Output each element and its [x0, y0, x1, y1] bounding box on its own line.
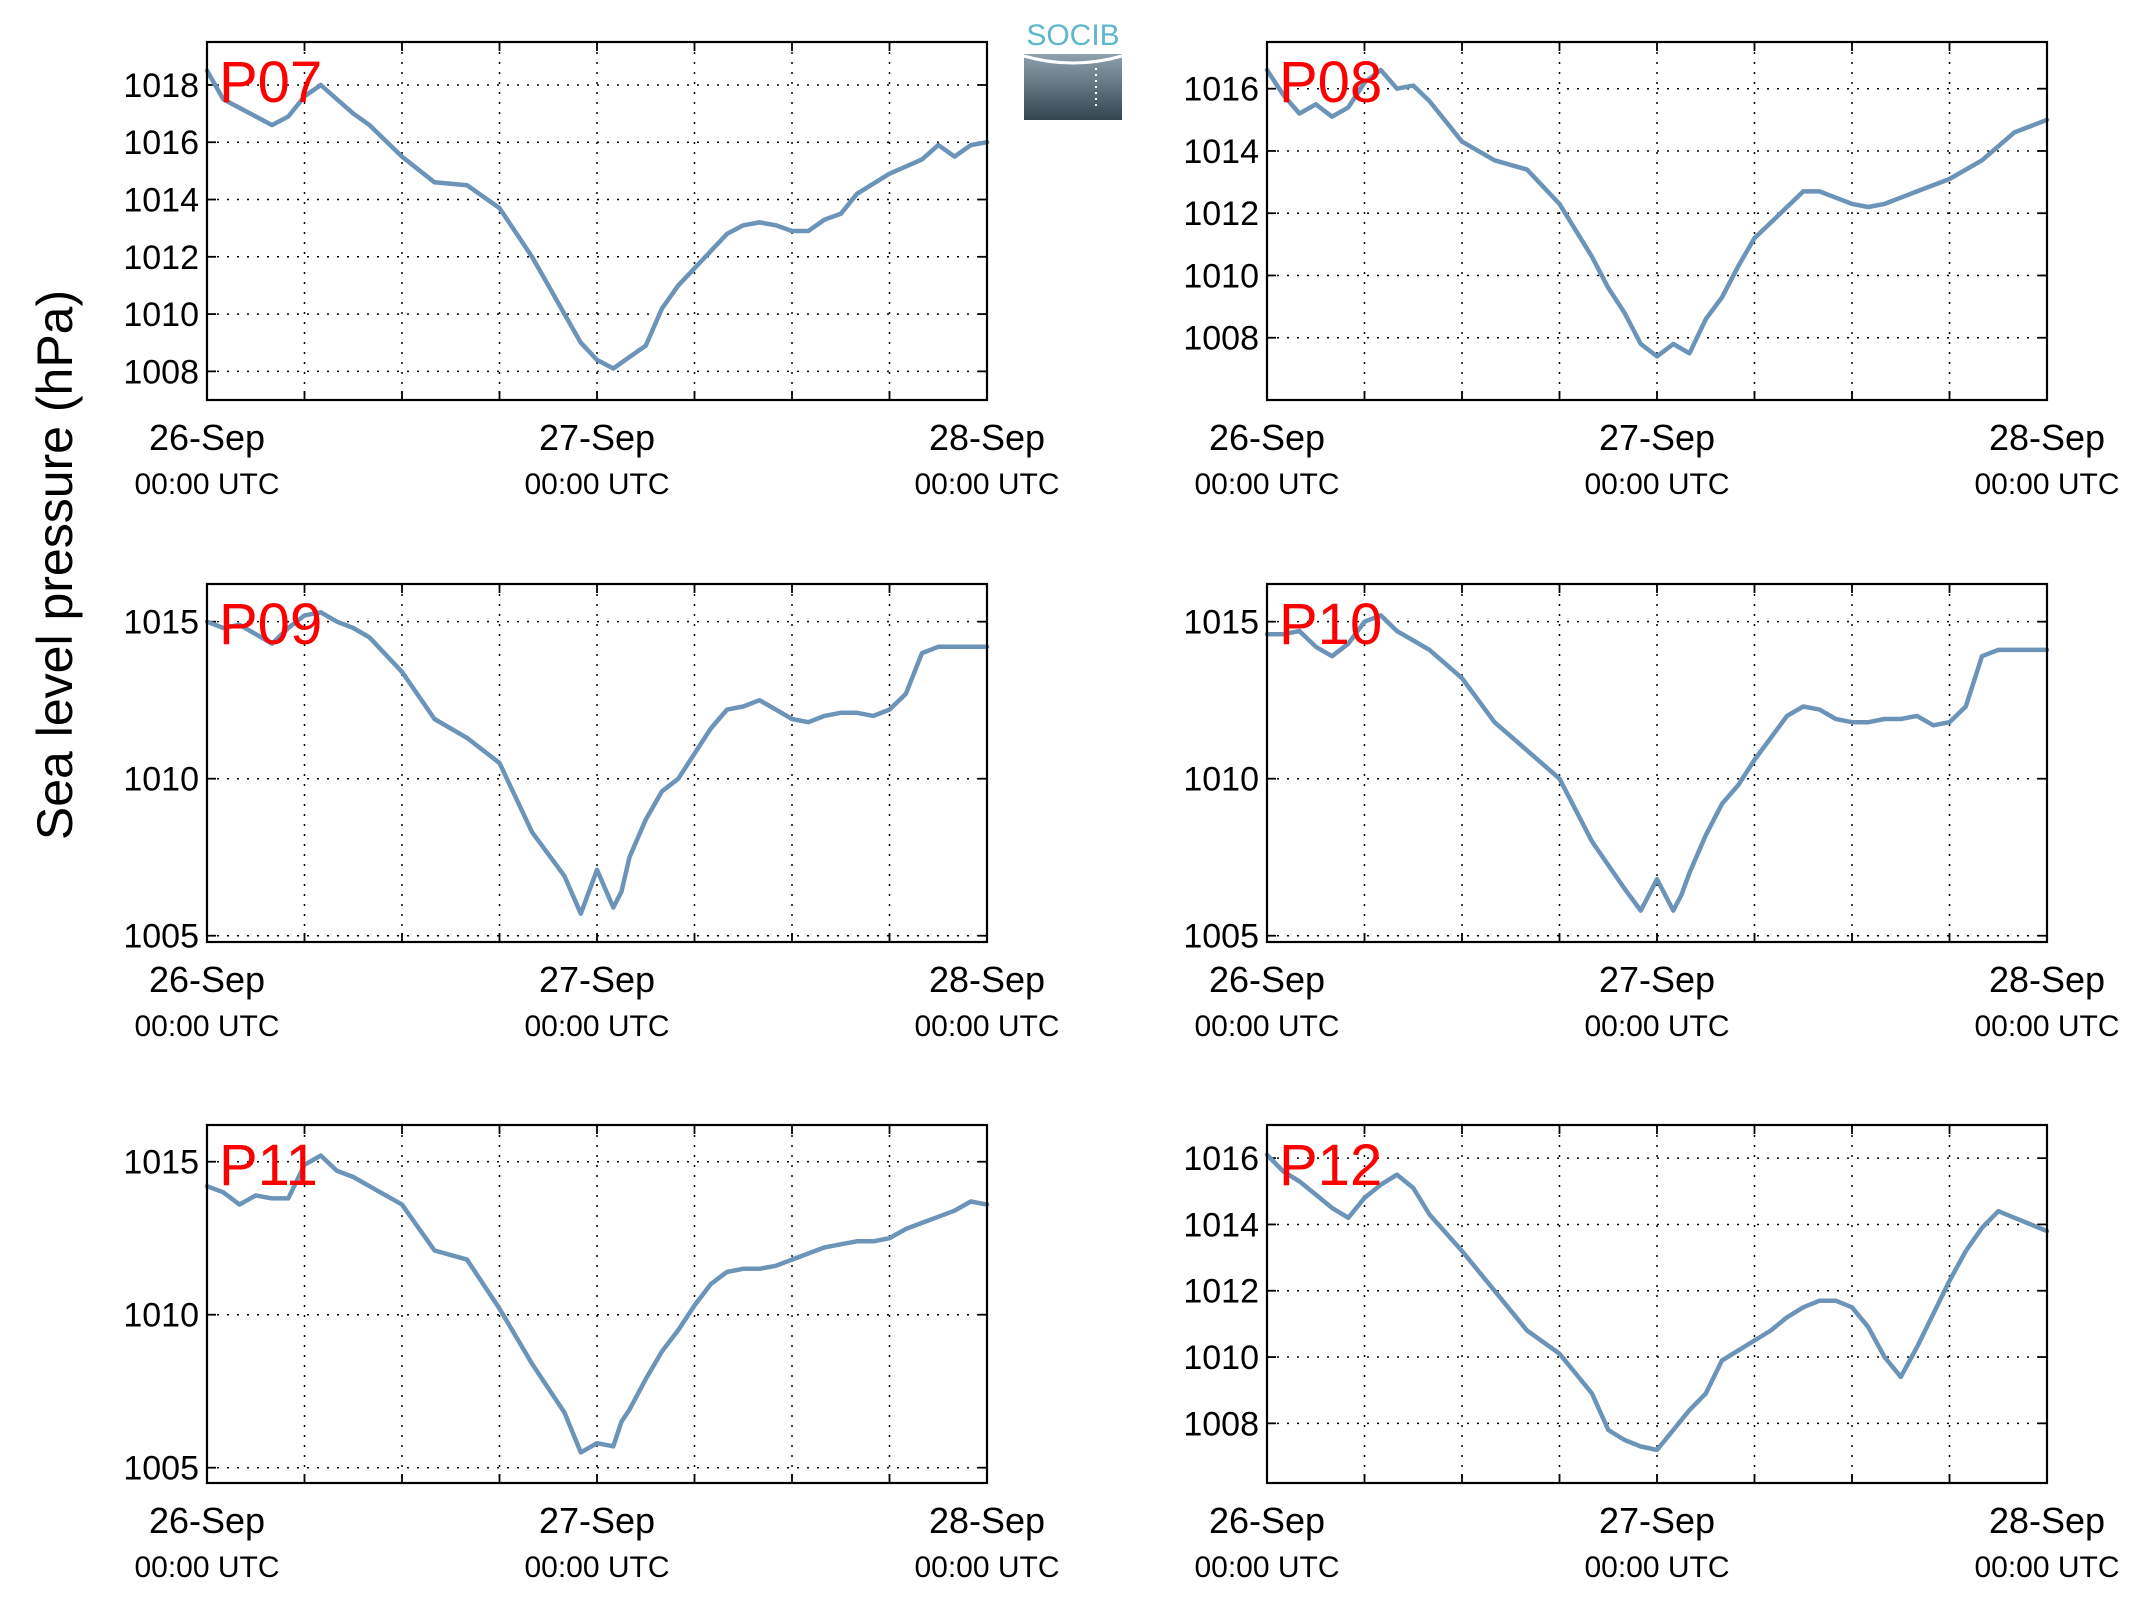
- x-tick-label-day: 26-Sep: [149, 1500, 265, 1541]
- x-tick-label-day: 27-Sep: [1599, 1500, 1715, 1541]
- logo-block: [1024, 54, 1122, 120]
- y-tick-label: 1005: [1183, 918, 1259, 956]
- x-tick-label-time: 00:00 UTC: [134, 1551, 279, 1584]
- x-tick-label-day: 28-Sep: [1989, 1500, 2105, 1541]
- x-tick-label-time: 00:00 UTC: [1974, 468, 2119, 501]
- panel-p10: 1005 1010 1015 26-Sep 00:00 UTC 27-Sep 00:00 U…: [1183, 582, 2120, 1043]
- panel-p07: 1008 1010 1012 1014 1016 1018 26-Sep 00:00 UTC 2…: [123, 40, 1060, 501]
- x-tick-label-day: 28-Sep: [929, 959, 1045, 1000]
- x-tick-label-day: 26-Sep: [1209, 1500, 1325, 1541]
- socib-logo: SOCIB: [1023, 19, 1123, 120]
- y-tick-label: 1010: [1183, 1339, 1259, 1377]
- x-tick-label-time: 00:00 UTC: [1194, 1551, 1339, 1584]
- x-tick-label-day: 28-Sep: [929, 417, 1045, 458]
- panel-p12: 1008 1010 1012 1014 1016 26-Sep 00:00 UTC 27-Se…: [1183, 1123, 2120, 1584]
- plot-area: [1267, 584, 2047, 942]
- y-tick-label: 1012: [1183, 1273, 1259, 1311]
- x-tick-label-time: 00:00 UTC: [1584, 1010, 1729, 1043]
- x-tick-label-day: 26-Sep: [1209, 959, 1325, 1000]
- logo-text: SOCIB: [1026, 19, 1119, 52]
- x-tick-label-time: 00:00 UTC: [524, 1010, 669, 1043]
- plot-area: [207, 584, 987, 942]
- x-tick-label-day: 27-Sep: [539, 1500, 655, 1541]
- y-tick-label: 1016: [1183, 1140, 1259, 1178]
- plot-area: [1267, 42, 2047, 400]
- panel-label: P10: [1279, 592, 1382, 657]
- panel-p08: 1008 1010 1012 1014 1016 26-Sep 00:00 UTC 27-Se…: [1183, 40, 2120, 501]
- y-tick-label: 1010: [123, 1297, 199, 1335]
- x-tick-label-time: 00:00 UTC: [914, 468, 1059, 501]
- y-tick-label: 1005: [123, 1450, 199, 1488]
- panel-label: P07: [219, 50, 322, 115]
- pressure-series-line: [204, 610, 990, 916]
- x-tick-label-time: 00:00 UTC: [524, 1551, 669, 1584]
- y-tick-label: 1010: [1183, 257, 1259, 295]
- y-tick-label: 1008: [123, 353, 199, 391]
- x-tick-label-time: 00:00 UTC: [1584, 468, 1729, 501]
- x-tick-label-day: 28-Sep: [929, 1500, 1045, 1541]
- panel-p11: 1005 1010 1015 26-Sep 00:00 UTC 27-Sep 00:00 U…: [123, 1123, 1060, 1584]
- y-tick-label: 1018: [123, 67, 199, 105]
- y-tick-label: 1008: [1183, 1405, 1259, 1443]
- x-tick-label-time: 00:00 UTC: [1584, 1551, 1729, 1584]
- y-tick-label: 1010: [123, 761, 199, 799]
- y-tick-label: 1014: [1183, 1206, 1259, 1244]
- plot-frame: [205, 1123, 989, 1485]
- panel-label: P11: [219, 1133, 318, 1198]
- x-tick-label-time: 00:00 UTC: [524, 468, 669, 501]
- y-tick-label: 1010: [1183, 761, 1259, 799]
- plot-area: [1267, 1125, 2047, 1483]
- y-tick-label: 1015: [1183, 604, 1259, 642]
- pressure-series-line: [204, 68, 990, 371]
- plot-frame: [205, 40, 989, 402]
- y-tick-label: 1014: [123, 182, 199, 220]
- pressure-series-line: [1264, 67, 2050, 359]
- y-tick-label: 1015: [123, 1144, 199, 1182]
- y-tick-label: 1014: [1183, 133, 1259, 171]
- x-tick-label-time: 00:00 UTC: [134, 1010, 279, 1043]
- x-tick-label-time: 00:00 UTC: [1974, 1551, 2119, 1584]
- y-tick-label: 1012: [123, 239, 199, 277]
- x-tick-label-day: 27-Sep: [539, 417, 655, 458]
- x-tick-label-time: 00:00 UTC: [134, 468, 279, 501]
- x-tick-label-time: 00:00 UTC: [914, 1551, 1059, 1584]
- plot-frame: [1265, 40, 2049, 402]
- x-tick-label-day: 26-Sep: [1209, 417, 1325, 458]
- y-tick-label: 1005: [123, 918, 199, 956]
- logo-wave: [1023, 54, 1123, 65]
- x-tick-label-day: 26-Sep: [149, 959, 265, 1000]
- x-tick-label-time: 00:00 UTC: [914, 1010, 1059, 1043]
- y-tick-label: 1016: [123, 124, 199, 162]
- x-tick-label-day: 28-Sep: [1989, 417, 2105, 458]
- plot-frame: [1265, 1123, 2049, 1485]
- y-axis-label: Sea level pressure (hPa): [27, 290, 83, 840]
- x-tick-label-day: 26-Sep: [149, 417, 265, 458]
- pressure-series-line: [1264, 613, 2050, 913]
- plot-area: [207, 1125, 987, 1483]
- pressure-series-line: [1264, 1152, 2050, 1453]
- plot-frame: [1265, 582, 2049, 944]
- panel-label: P08: [1279, 50, 1382, 115]
- panel-p09: 1005 1010 1015 26-Sep 00:00 UTC 27-Sep 00:00 U…: [123, 582, 1060, 1043]
- x-tick-label-day: 27-Sep: [539, 959, 655, 1000]
- y-tick-label: 1015: [123, 604, 199, 642]
- x-tick-label-day: 27-Sep: [1599, 417, 1715, 458]
- y-tick-label: 1010: [123, 296, 199, 334]
- pressure-series-line: [204, 1153, 990, 1455]
- x-tick-label-time: 00:00 UTC: [1194, 468, 1339, 501]
- y-tick-label: 1012: [1183, 195, 1259, 233]
- y-tick-label: 1016: [1183, 71, 1259, 109]
- y-tick-label: 1008: [1183, 320, 1259, 358]
- panel-label: P09: [219, 592, 322, 657]
- plot-area: [207, 42, 987, 400]
- x-tick-label-day: 28-Sep: [1989, 959, 2105, 1000]
- x-tick-label-time: 00:00 UTC: [1974, 1010, 2119, 1043]
- plot-frame: [205, 582, 989, 944]
- x-tick-label-time: 00:00 UTC: [1194, 1010, 1339, 1043]
- x-tick-label-day: 27-Sep: [1599, 959, 1715, 1000]
- panel-label: P12: [1279, 1133, 1382, 1198]
